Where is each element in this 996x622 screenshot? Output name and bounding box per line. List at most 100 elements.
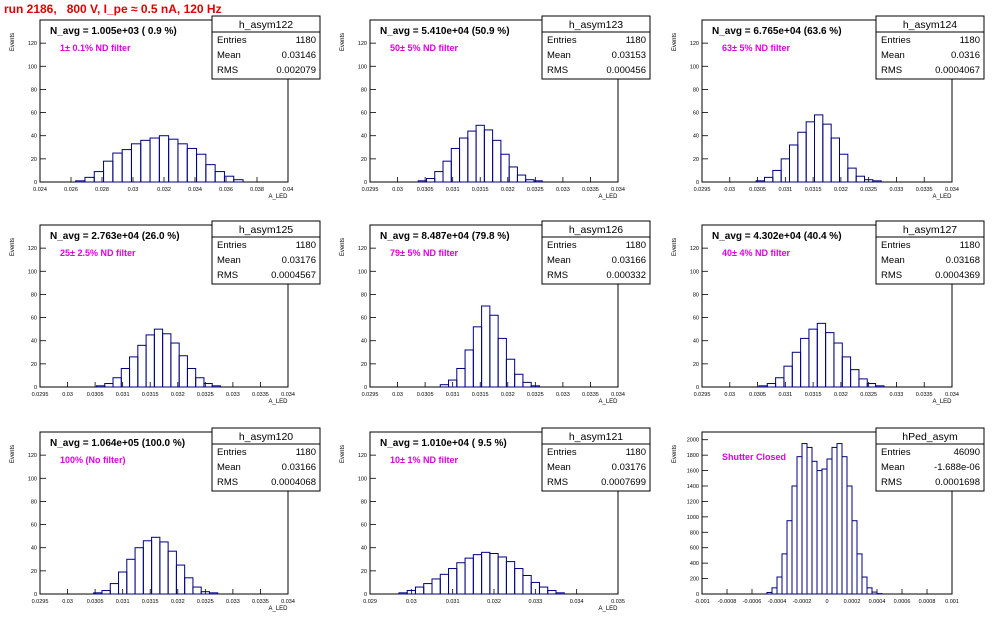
histogram-bin [856,553,863,595]
y-tick-label: 20 [31,157,37,163]
x-tick-label: -0.0004 [768,599,787,605]
histogram-panel: 0.0295 0.03 0.0305 0.031 0.0315 0.032 0.0325 0.… [672,220,985,405]
navg-title: N_avg = 1.005e+03 ( 0.9 %) [50,26,177,37]
x-tick-label: 0.04 [283,187,294,193]
y-tick-label: 2000 [687,438,699,444]
y-tick-label: 100 [690,64,699,70]
x-tick-label: 0.0295 [32,599,49,605]
x-tick-label: 0.033 [890,392,904,398]
hist-name: h_asym122 [239,19,293,31]
histogram-panel: 0.0295 0.03 0.0305 0.031 0.0315 0.032 0.0325 0.… [10,220,321,405]
histogram-panel: 0.0295 0.03 0.0305 0.031 0.0315 0.032 0.0325 0.… [10,427,321,612]
x-tick-label: 0.024 [33,187,47,193]
x-tick-label: 0.032 [157,187,171,193]
stat-label: Entries [881,35,911,46]
y-axis-label: Events [340,33,346,51]
y-tick-label: 40 [693,134,699,140]
x-tick-label: 0.031 [446,392,460,398]
x-tick-label: 0.034 [945,187,959,193]
stat-label: Mean [217,255,241,266]
x-tick-label: 0.03 [62,392,73,398]
stat-label: Entries [547,35,577,46]
y-tick-label: 600 [690,546,699,552]
y-tick-label: 40 [31,134,37,140]
x-tick-label: 0.0295 [694,392,711,398]
y-tick-label: 1600 [687,469,699,475]
x-tick-label: 0.034 [570,599,584,605]
stat-label: RMS [881,477,902,488]
y-tick-label: 80 [31,292,37,298]
x-tick-label: 0.033 [528,599,542,605]
y-tick-label: 20 [361,569,367,575]
x-tick-label: 0.0295 [32,392,49,398]
histogram-panel: 0.0295 0.03 0.0305 0.031 0.0315 0.032 0.0325 0.… [340,220,651,405]
x-tick-label: 0.031 [778,392,792,398]
stat-value: 1180 [626,447,646,458]
x-tick-label: -0.0002 [793,599,812,605]
x-tick-label: 0.0305 [749,187,766,193]
stat-value: 1180 [296,240,316,251]
histogram-bin [211,385,221,388]
x-tick-label: 0.0006 [894,599,911,605]
y-tick-label: 100 [28,269,37,275]
histogram-panel: 0.029 0.03 0.031 0.032 0.033 0.034 0.035 0 20 40 6… [340,427,651,612]
stats-box [875,427,985,492]
x-tick-label: 0.0004 [869,599,886,605]
navg-title: N_avg = 1.064e+05 (100.0 %) [50,438,185,449]
navg-title: N_avg = 1.010e+04 ( 9.5 %) [380,438,507,449]
y-tick-label: 60 [31,316,37,322]
y-tick-label: 80 [361,499,367,505]
histogram-bin [195,377,205,388]
x-tick-label: 0.032 [501,187,515,193]
stat-value: 1180 [960,35,980,46]
x-tick-label: 0.0335 [916,392,933,398]
y-tick-label: 80 [693,87,699,93]
x-tick-label: 0.036 [219,187,233,193]
x-tick-label: 0.032 [171,392,185,398]
histogram-bin [850,369,860,388]
x-tick-label: 0.032 [834,187,848,193]
y-tick-label: 60 [361,316,367,322]
x-tick-label: 0.0315 [142,599,159,605]
y-tick-label: 0 [696,385,699,391]
stat-value: 0.002079 [276,65,316,76]
y-tick-label: 0 [696,180,699,186]
stat-value: 0.0001698 [935,477,980,488]
y-axis-label: Events [10,33,16,51]
x-tick-label: 0.032 [171,599,185,605]
y-tick-label: 400 [690,561,699,567]
stat-value: 0.03146 [282,50,316,61]
x-axis-label: A_LED [598,399,618,405]
y-axis-label: Events [672,445,678,463]
stats-box [875,220,985,285]
x-tick-label: 0.03 [392,187,403,193]
stats-box [211,15,321,80]
navg-title: N_avg = 8.487e+04 (79.8 %) [380,231,510,242]
x-tick-label: 0.0325 [527,392,544,398]
histogram-bin [872,180,882,183]
hist-name: hPed_asym [902,431,958,443]
x-tick-label: 0.026 [64,187,78,193]
y-tick-label: 1800 [687,453,699,459]
x-axis-label: A_LED [268,194,288,200]
y-tick-label: 1000 [687,515,699,521]
y-tick-label: 20 [31,362,37,368]
histogram-bin [530,385,540,388]
y-tick-label: 120 [358,246,367,252]
y-tick-label: 20 [361,362,367,368]
y-tick-label: 0 [34,180,37,186]
histogram-bin [514,373,524,388]
stat-label: RMS [881,65,902,76]
x-tick-label: 0.033 [226,599,240,605]
histogram-bin [555,592,565,595]
stats-box [541,220,651,285]
hist-name: h_asym126 [569,224,623,236]
stat-value: 0.000456 [606,65,646,76]
histogram-bin [866,587,873,595]
y-tick-label: 120 [28,453,37,459]
stat-value: 1180 [296,35,316,46]
stat-value: 0.03166 [282,462,316,473]
stat-label: Entries [881,240,911,251]
filter-annotation: 10± 1% ND filter [390,455,458,465]
